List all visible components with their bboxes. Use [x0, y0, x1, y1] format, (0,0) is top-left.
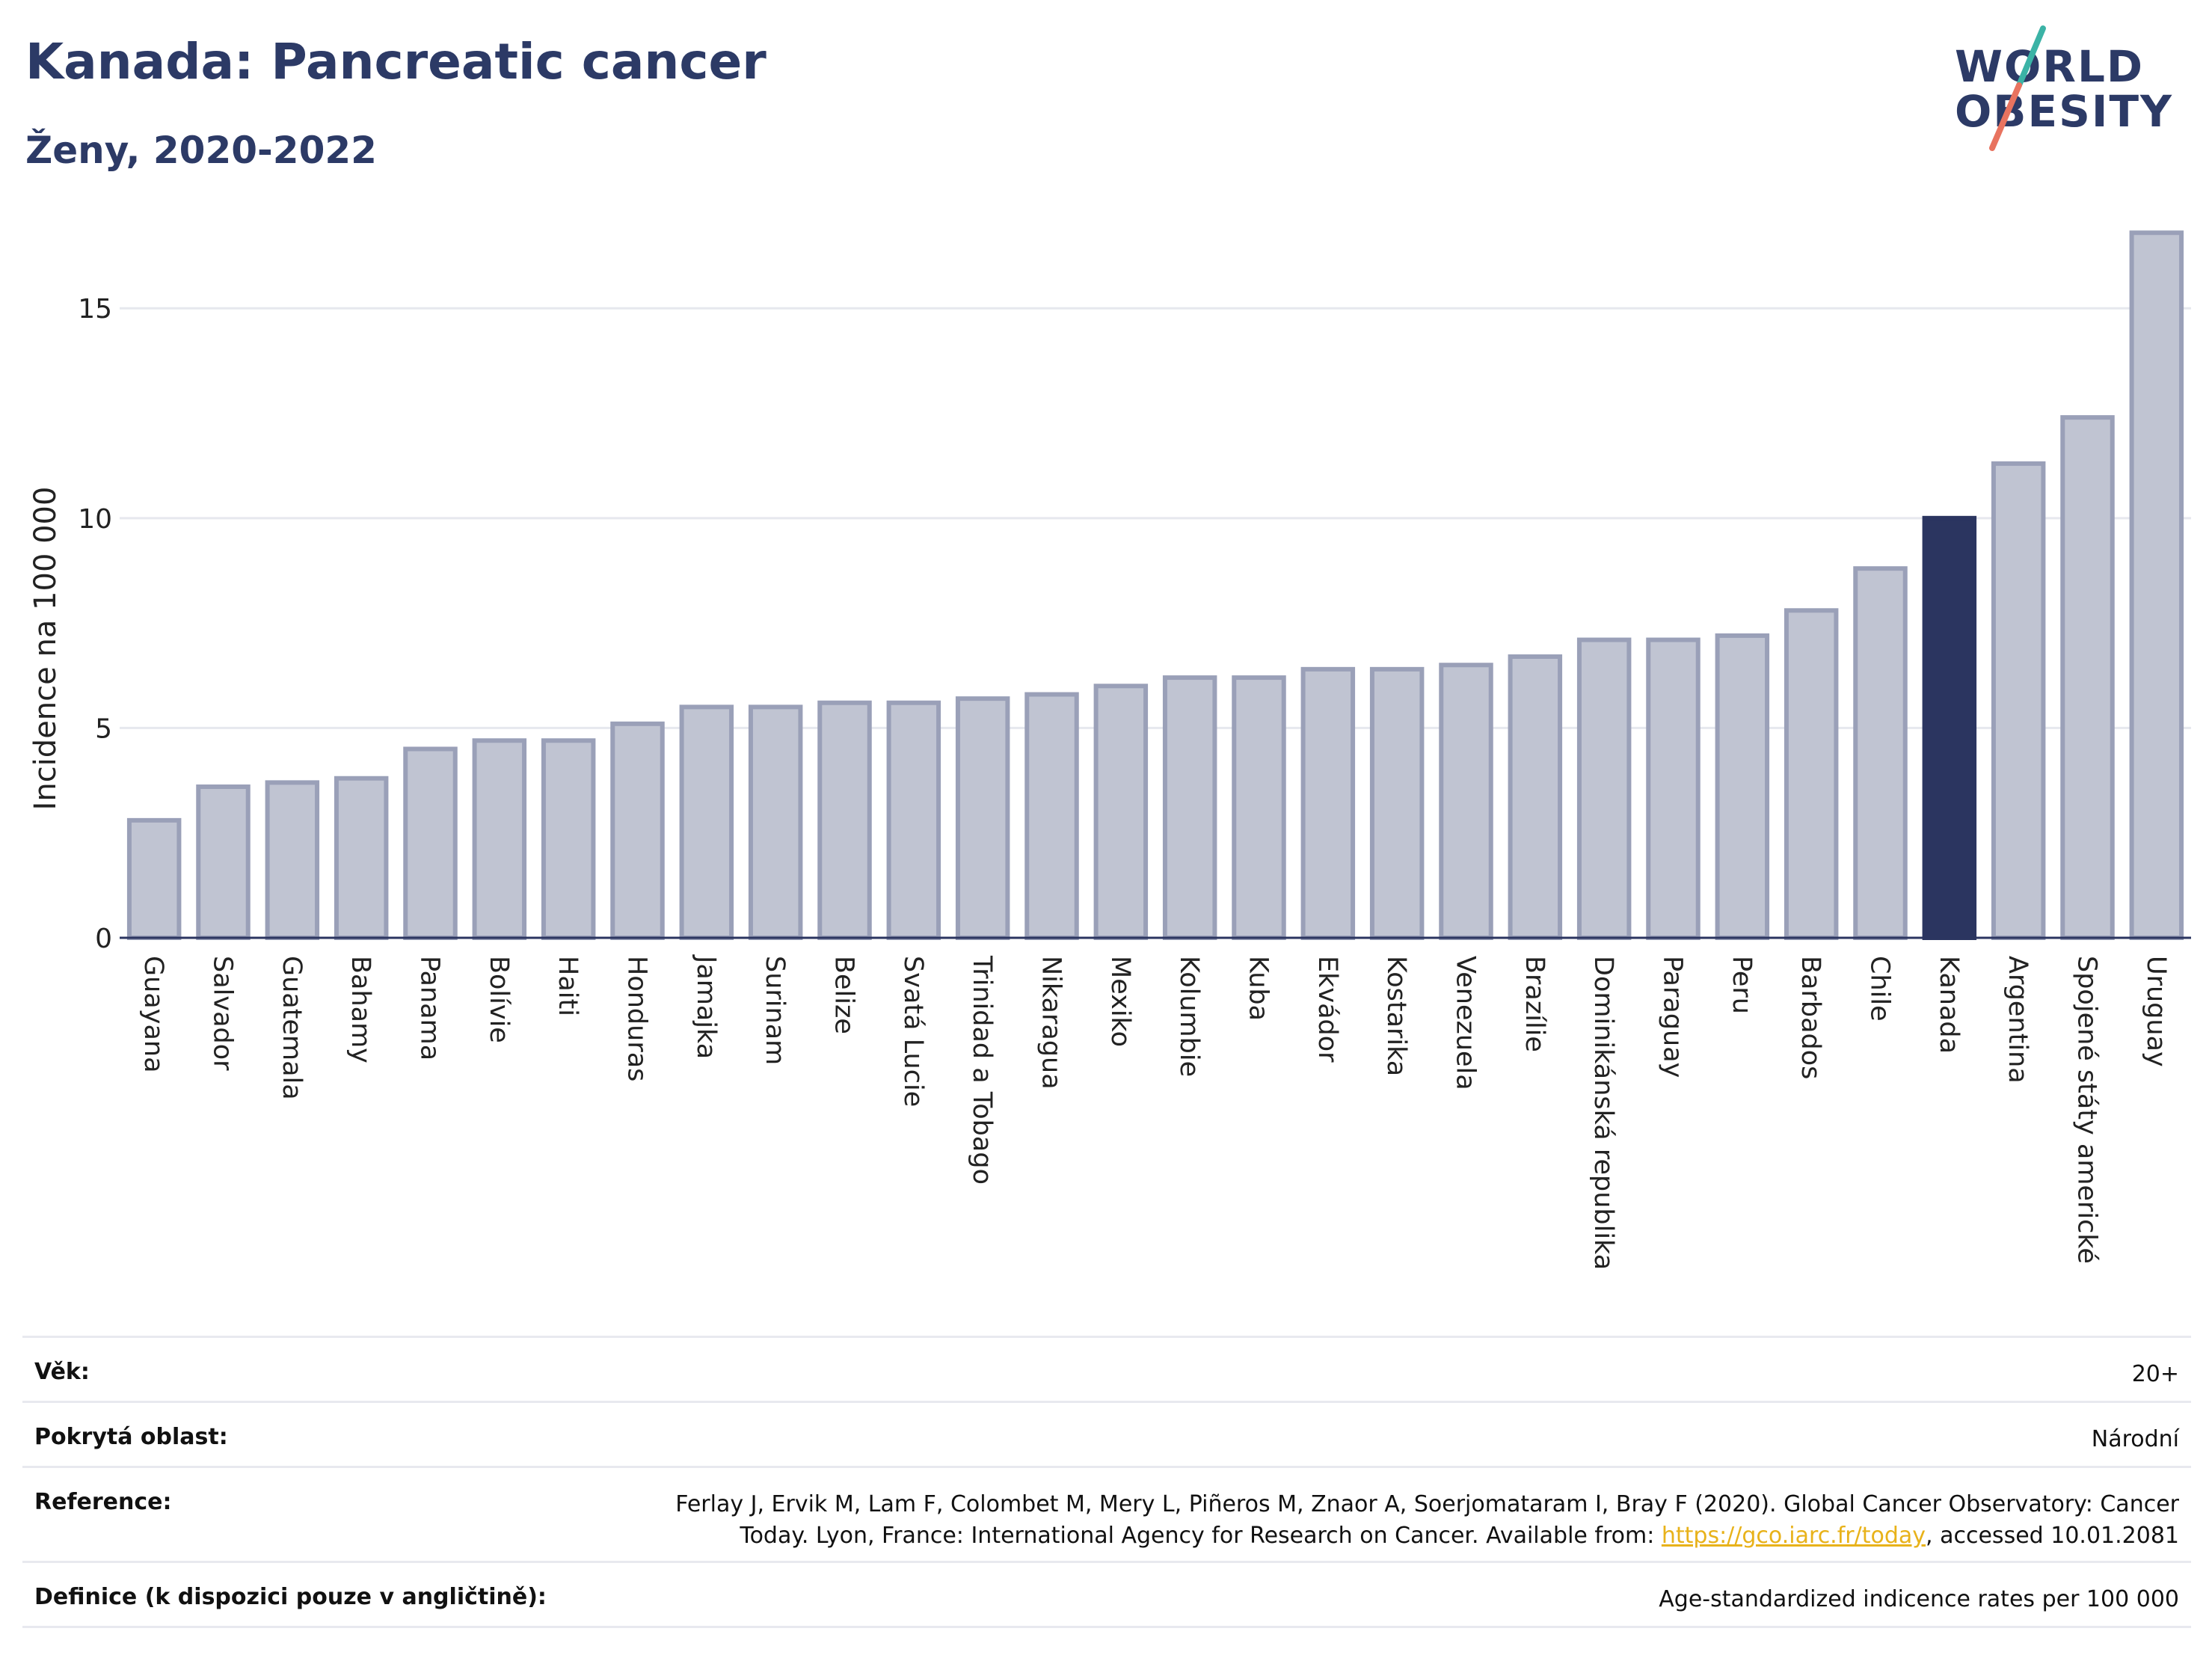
chart-bars: [120, 230, 2191, 941]
meta-reference-value: Ferlay J, Ervik M, Lam F, Colombet M, Me…: [675, 1489, 2179, 1552]
x-tick-label: Guayana: [138, 956, 168, 1073]
bar: [1922, 515, 1977, 940]
bar: [196, 784, 251, 940]
meta-age-value: 20+: [2131, 1361, 2179, 1387]
y-tick-label: 10: [78, 504, 112, 535]
bar: [1853, 566, 1908, 940]
x-tick-label: Chile: [1865, 956, 1895, 1022]
reference-accessed: , accessed 10.01.2081: [1926, 1523, 2179, 1549]
meta-row-reference: Reference: Ferlay J, Ervik M, Lam F, Col…: [22, 1466, 2191, 1561]
y-axis: 0 5 10 15: [78, 294, 112, 954]
x-tick-label: Ekvádor: [1312, 956, 1342, 1063]
bar: [955, 696, 1010, 940]
bar: [748, 704, 803, 941]
x-tick-label: Trinidad a Tobago: [967, 955, 997, 1185]
x-tick-label: Dominikánská republika: [1588, 956, 1618, 1270]
y-tick-label: 15: [78, 294, 112, 325]
x-tick-label: Kolumbie: [1174, 956, 1204, 1077]
x-tick-label: Jamajka: [691, 954, 721, 1059]
bar: [1991, 461, 2046, 940]
meta-row-area: Pokrytá oblast: Národní: [22, 1401, 2191, 1466]
bar: [1784, 608, 1839, 940]
x-tick-label: Bolívie: [484, 956, 514, 1043]
y-tick-label: 5: [95, 713, 112, 744]
meta-definition-label: Definice (k dispozici pouze v angličtině…: [34, 1584, 547, 1610]
bar: [1162, 675, 1217, 941]
reference-line-1: Ferlay J, Ervik M, Lam F, Colombet M, Me…: [675, 1491, 2179, 1517]
x-tick-label: Venezuela: [1451, 956, 1481, 1090]
x-tick-label: Surinam: [760, 956, 790, 1065]
y-axis-label: Incidence na 100 000: [28, 487, 63, 811]
x-tick-label: Spojené státy americké: [2072, 956, 2102, 1264]
bar: [541, 738, 596, 940]
bar: [403, 746, 458, 940]
logo-line-1: WORLD: [1955, 41, 2145, 92]
bar: [334, 776, 389, 940]
x-axis: Guayana Salvador Guatemala Bahamy Panama Bolí…: [138, 954, 2171, 1270]
meta-reference-label: Reference:: [34, 1489, 172, 1515]
bar: [1024, 692, 1079, 940]
world-obesity-logo: WORLD OBESITY: [1944, 22, 2199, 157]
bar: [1093, 684, 1149, 940]
chart-grid: [120, 307, 2191, 729]
x-tick-label: Panama: [415, 956, 445, 1060]
y-tick-label: 0: [95, 924, 112, 954]
x-tick-label: Svatá Lucie: [898, 956, 928, 1107]
bar: [679, 704, 734, 941]
bar: [1576, 637, 1632, 940]
bar: [2129, 230, 2184, 941]
logo-line-2: OBESITY: [1955, 86, 2174, 137]
x-tick-label: Honduras: [622, 956, 652, 1081]
bar-chart: 0 5 10 15 Guayana Salvador Guatemala Bahamy Pan…: [28, 230, 2191, 1270]
x-tick-label: Brazílie: [1520, 956, 1549, 1052]
bar: [1300, 666, 1356, 940]
x-tick-label: Kostarika: [1381, 956, 1411, 1076]
reference-link[interactable]: https://gco.iarc.fr/today: [1661, 1523, 1926, 1549]
metadata-table: Věk: 20+ Pokrytá oblast: Národní Referen…: [22, 1336, 2191, 1628]
bar: [817, 700, 872, 940]
x-tick-label: Argentina: [2003, 956, 2033, 1084]
bar: [1646, 637, 1701, 940]
meta-row-definition: Definice (k dispozici pouze v angličtině…: [22, 1561, 2191, 1628]
x-tick-label: Barbados: [1795, 956, 1825, 1079]
page-title: Kanada: Pancreatic cancer: [25, 33, 766, 90]
x-tick-label: Haiti: [553, 956, 583, 1016]
bar: [1369, 666, 1425, 940]
x-tick-label: Peru: [1727, 956, 1757, 1014]
bar: [265, 780, 320, 940]
bar: [886, 700, 941, 940]
x-tick-label: Kanada: [1934, 956, 1964, 1054]
bar: [1439, 663, 1493, 940]
x-tick-label: Belize: [829, 956, 859, 1034]
x-tick-label: Kuba: [1244, 956, 1274, 1021]
x-tick-label: Uruguay: [2141, 956, 2171, 1067]
bar: [1715, 633, 1770, 940]
x-tick-label: Mexiko: [1105, 956, 1135, 1047]
bar: [610, 721, 665, 940]
bar: [126, 817, 182, 941]
meta-row-age: Věk: 20+: [22, 1336, 2191, 1401]
bar: [1232, 675, 1286, 941]
meta-definition-value: Age-standardized indicence rates per 100…: [1659, 1586, 2179, 1612]
meta-area-label: Pokrytá oblast:: [34, 1424, 228, 1450]
x-tick-label: Bahamy: [345, 956, 375, 1063]
bar: [1508, 654, 1563, 940]
logo-slash-icon: [1989, 25, 2046, 151]
bar: [472, 738, 527, 940]
meta-age-label: Věk:: [34, 1359, 90, 1385]
x-tick-label: Paraguay: [1658, 956, 1688, 1078]
x-tick-label: Salvador: [208, 956, 238, 1071]
bar: [2060, 415, 2115, 940]
x-tick-label: Guatemala: [277, 956, 307, 1100]
page-subtitle: Ženy, 2020-2022: [25, 129, 377, 172]
reference-line-2: Today. Lyon, France: International Agenc…: [740, 1523, 1662, 1549]
meta-area-value: Národní: [2091, 1426, 2179, 1452]
x-tick-label: Nikaragua: [1036, 956, 1066, 1090]
